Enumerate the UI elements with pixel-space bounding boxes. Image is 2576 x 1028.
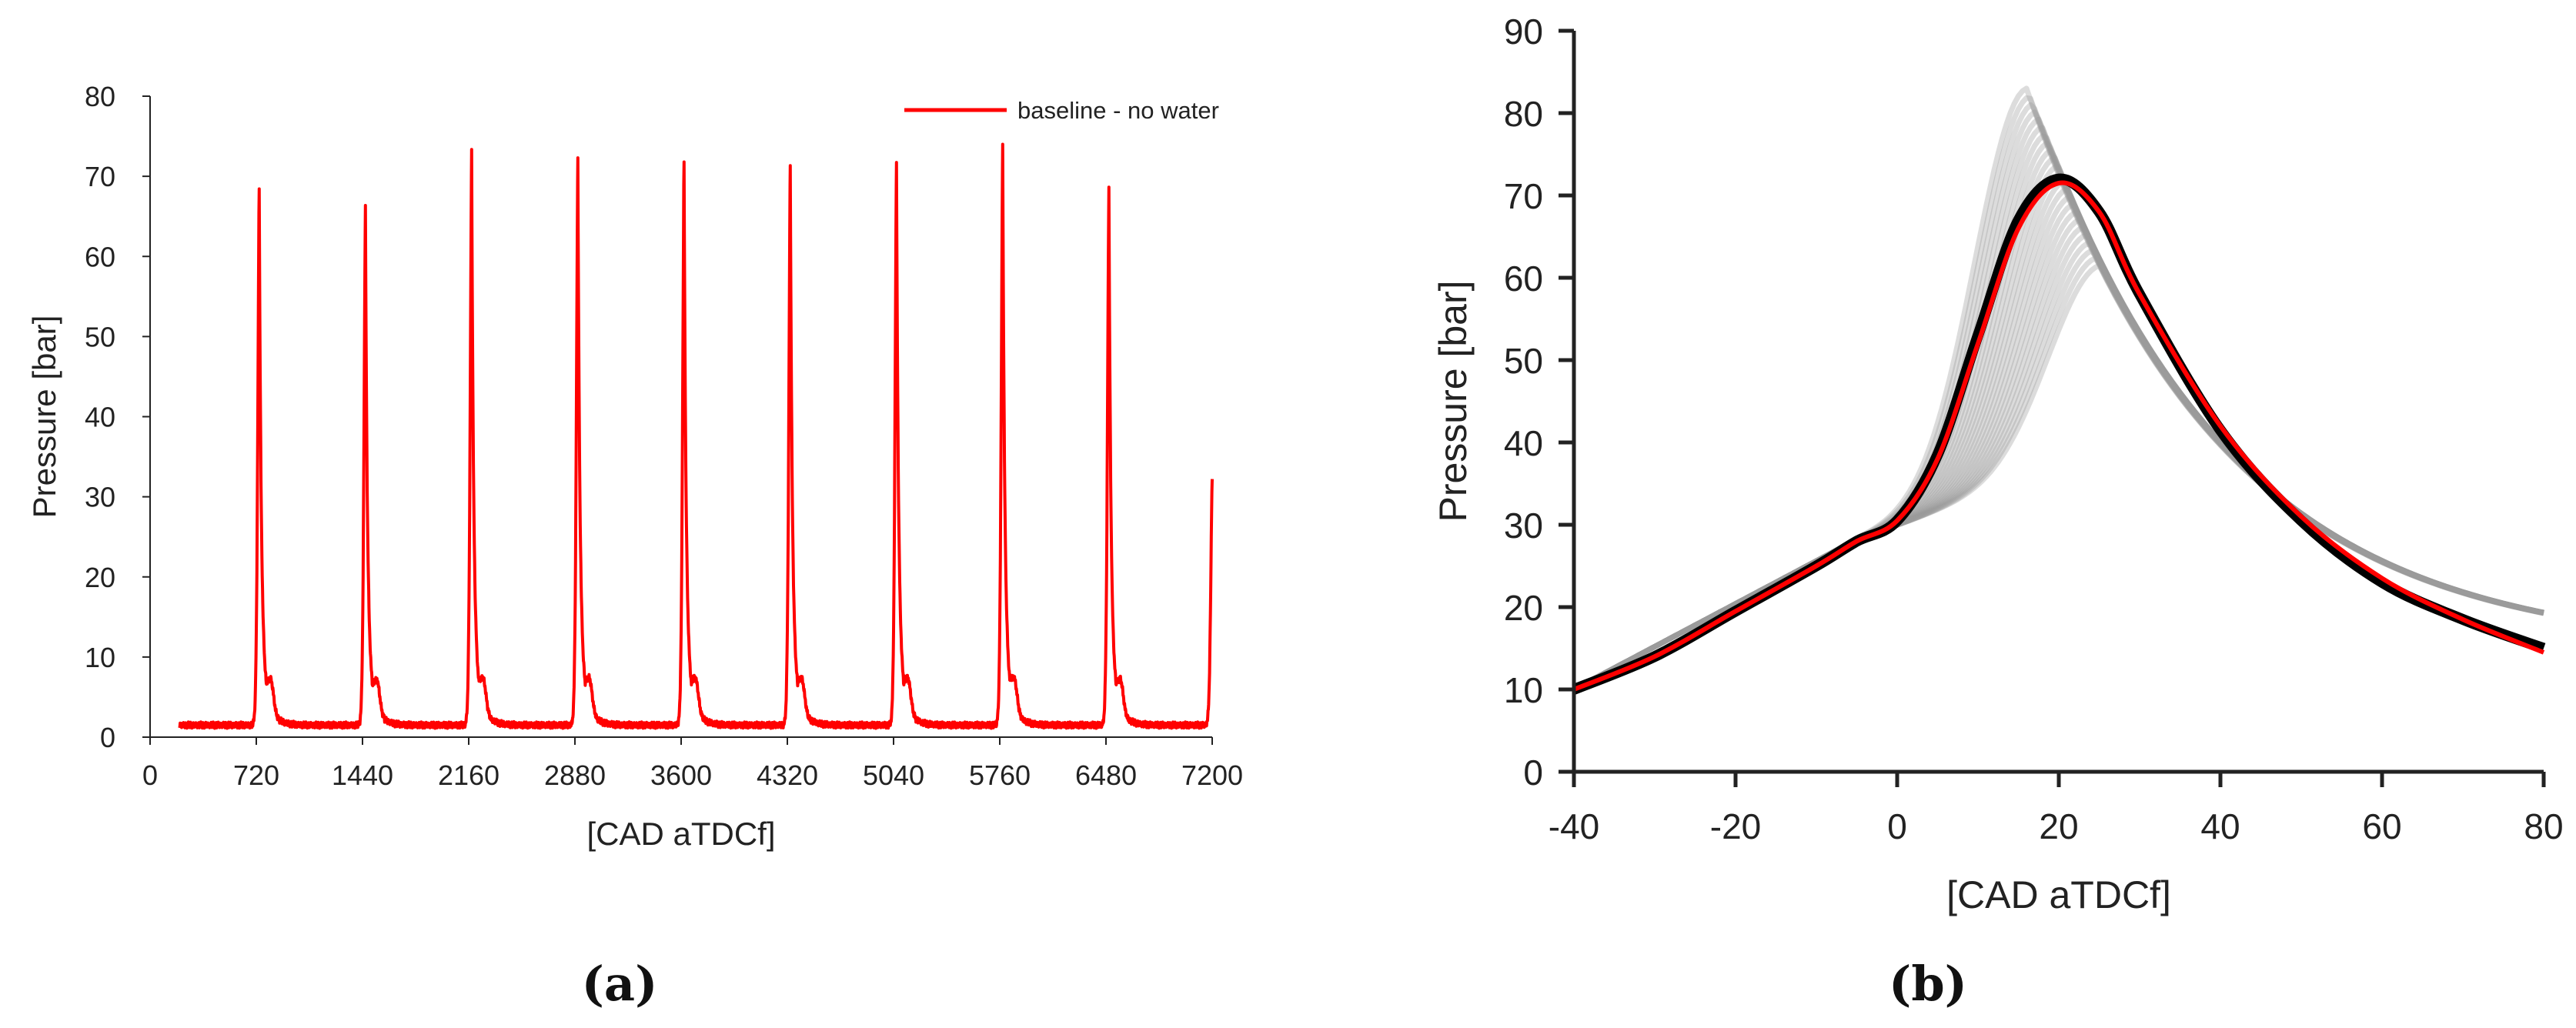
b-cycle-trace: [1572, 125, 2544, 693]
b-tick-labels-layer: 0 10 20 30 40 50 60 70 80 90 -40 -20 0 20 40 60 80: [1504, 12, 2564, 846]
a-y-tick-label: 50: [85, 321, 115, 352]
b-y-tick-label: 20: [1504, 588, 1543, 628]
b-cycle-trace: [1572, 194, 2544, 693]
a-series-baseline-no-water: [178, 142, 1214, 730]
b-series-mean-red: [1572, 180, 2545, 692]
a-x-tick-label: 2880: [544, 759, 606, 791]
a-y-tick-label: 70: [85, 161, 115, 192]
a-x-tick-label: 5040: [863, 759, 924, 791]
a-trace-layer: [178, 142, 1214, 730]
b-cycle-trace: [1572, 262, 2544, 693]
a-y-tick-label: 60: [85, 241, 115, 272]
a-x-tick-label: 5760: [969, 759, 1031, 791]
b-x-tick-label: 0: [1887, 806, 1907, 846]
chart-panel-b: 0 10 20 30 40 50 60 70 80 90 -40 -20 0 20 40 60 80 [CAD …: [1432, 12, 2564, 916]
a-x-tick-label: 6480: [1075, 759, 1137, 791]
a-y-tick-label: 80: [85, 81, 115, 112]
a-y-axis-title: Pressure [bar]: [26, 315, 62, 519]
b-x-tick-label: 40: [2200, 806, 2240, 846]
b-cycle-trace: [1572, 248, 2544, 693]
b-cycle-trace: [1572, 217, 2544, 693]
a-x-tick-label: 7200: [1181, 759, 1243, 791]
a-y-tick-label: 40: [85, 402, 115, 433]
a-x-tick-label: 0: [142, 759, 158, 791]
b-y-tick-label: 80: [1504, 94, 1543, 134]
b-cycle-trace: [1572, 116, 2544, 693]
a-x-tick-label: 4320: [757, 759, 818, 791]
b-cycle-trace: [1572, 148, 2544, 693]
b-cycle-trace: [1572, 232, 2544, 693]
b-x-tick-label: 20: [2039, 806, 2078, 846]
a-x-axis-title: [CAD aTDCf]: [586, 816, 775, 852]
b-cycle-trace: [1572, 164, 2544, 693]
panel-label-a: (a): [582, 956, 658, 1012]
b-y-tick-label: 60: [1504, 259, 1543, 299]
b-cycle-trace: [1572, 241, 2544, 693]
b-cycle-trace: [1572, 202, 2544, 693]
b-y-tick-label: 90: [1504, 12, 1543, 52]
b-x-tick-label: -20: [1710, 806, 1761, 846]
b-cycle-trace: [1572, 255, 2544, 693]
a-axes-layer: [142, 95, 1213, 745]
b-mean-traces-layer: [1572, 173, 2546, 695]
b-x-axis-title: [CAD aTDCf]: [1946, 873, 2171, 916]
a-tick-labels-layer: 0 10 20 30 40 50 60 70 80 0 720 1440 2160 2880 3600 432…: [85, 81, 1243, 791]
b-cycle-trace: [1572, 133, 2544, 693]
b-y-tick-label: 50: [1504, 341, 1543, 381]
b-cycle-trace: [1572, 102, 2544, 693]
a-x-tick-label: 3600: [650, 759, 712, 791]
b-y-tick-label: 0: [1523, 753, 1543, 793]
b-x-tick-label: 60: [2362, 806, 2401, 846]
b-cycle-trace: [1572, 140, 2544, 693]
b-cycle-trace: [1572, 185, 2544, 693]
a-y-tick-label: 20: [85, 562, 115, 593]
a-x-tick-label: 1440: [332, 759, 393, 791]
b-cycle-trace: [1572, 224, 2544, 693]
a-y-tick-label: 10: [85, 642, 115, 673]
b-cycle-trace: [1572, 155, 2544, 693]
b-y-tick-label: 40: [1504, 423, 1543, 463]
a-x-tick-label: 720: [233, 759, 279, 791]
panel-label-b: (b): [1889, 956, 1967, 1012]
a-y-tick-label: 30: [85, 482, 115, 513]
b-y-axis-title: Pressure [bar]: [1432, 280, 1475, 522]
b-cycle-trace: [1572, 109, 2544, 693]
b-y-tick-label: 30: [1504, 506, 1543, 546]
b-axes-layer: [1559, 28, 2546, 787]
a-x-tick-label: 2160: [438, 759, 499, 791]
a-y-tick-label: 0: [100, 722, 115, 753]
b-y-tick-label: 70: [1504, 176, 1543, 216]
b-x-tick-label: -40: [1549, 806, 1599, 846]
chart-panel-a: 0 10 20 30 40 50 60 70 80 0 720 1440 2160 2880 3600 432…: [26, 81, 1243, 852]
b-cycle-trace: [1572, 209, 2544, 693]
a-legend-entry: baseline - no water: [1017, 97, 1219, 124]
b-y-tick-label: 10: [1504, 670, 1543, 710]
b-x-tick-label: 80: [2524, 806, 2563, 846]
